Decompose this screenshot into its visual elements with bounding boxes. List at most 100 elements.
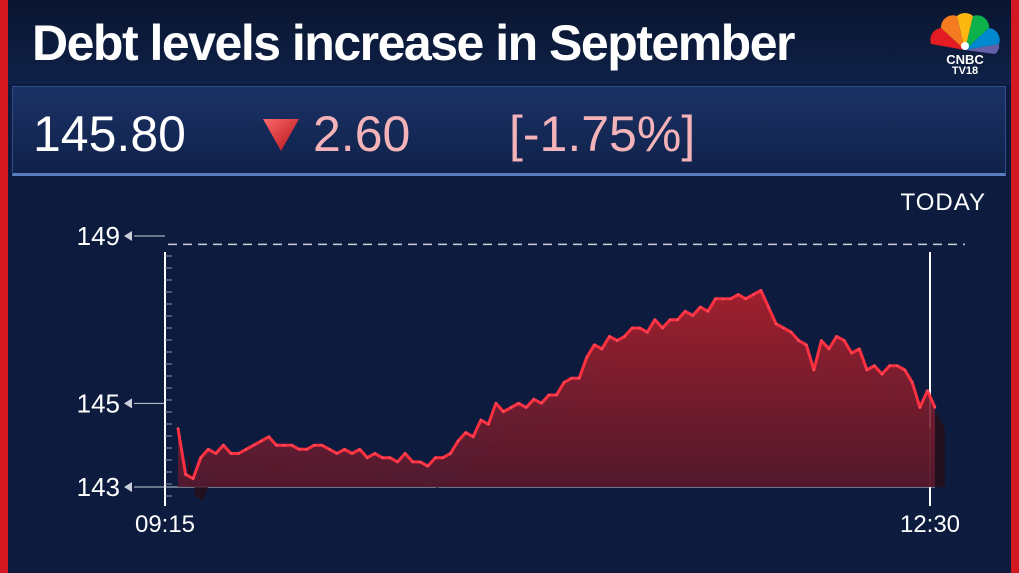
y-tick-label: 149 <box>77 221 120 251</box>
price-point <box>911 381 914 384</box>
price-point <box>562 381 566 384</box>
period-label: TODAY <box>901 189 986 216</box>
price-point <box>880 372 884 376</box>
price-point <box>850 351 853 355</box>
price-point <box>926 389 929 392</box>
price-point <box>858 347 861 351</box>
price-point <box>472 435 475 438</box>
price-point <box>176 427 180 430</box>
price-point <box>903 368 906 372</box>
price-point <box>812 368 816 372</box>
price-point <box>517 402 520 405</box>
price-point <box>373 452 376 455</box>
price-point <box>767 305 770 309</box>
price-point <box>578 377 581 380</box>
price-point <box>646 331 649 334</box>
price-point <box>525 406 528 409</box>
price-point <box>297 448 301 451</box>
price-point <box>790 331 793 334</box>
price-point <box>502 410 505 413</box>
price-point <box>358 448 361 451</box>
peacock-logo-icon <box>930 12 1000 54</box>
price-point <box>638 326 641 330</box>
price-point <box>282 444 286 447</box>
y-tick-marker <box>124 231 132 241</box>
price-point <box>608 335 611 338</box>
price-point <box>721 297 725 300</box>
price-point <box>729 297 732 300</box>
price-point <box>593 343 596 346</box>
price-point <box>260 439 263 443</box>
price-point <box>464 431 467 434</box>
price-point <box>737 293 740 296</box>
y-tick-label: 145 <box>77 388 120 418</box>
price-point <box>214 452 217 455</box>
price-point <box>540 402 543 405</box>
right-red-border <box>1011 0 1019 573</box>
price-point <box>419 460 422 464</box>
x-start-label: 09:15 <box>135 511 195 538</box>
price-point <box>388 456 392 459</box>
price-point <box>653 318 657 321</box>
price-point <box>918 406 922 409</box>
left-red-border <box>0 0 8 573</box>
price-point <box>426 464 429 468</box>
price-point <box>623 335 626 338</box>
price-change-percent: [-1.75%] <box>509 106 696 162</box>
price-point <box>305 448 308 451</box>
price-point <box>555 393 558 397</box>
price-points <box>176 289 937 480</box>
price-point <box>320 444 323 447</box>
price-point <box>199 456 202 459</box>
headline: Debt levels increase in September <box>32 15 795 71</box>
price-point <box>403 452 407 455</box>
price-point <box>843 339 846 342</box>
price-point <box>585 356 588 359</box>
y-tick-marker <box>124 398 132 409</box>
headline-bar: Debt levels increase in September <box>8 0 1011 84</box>
price-point <box>335 452 339 455</box>
price-point <box>509 406 513 409</box>
price-point <box>366 456 369 459</box>
price-point <box>328 448 331 451</box>
price-point <box>441 456 445 459</box>
price-point <box>827 347 831 351</box>
price-point <box>699 305 702 309</box>
price-bar: 145.80 2.60 [-1.75%] <box>12 86 1006 176</box>
price-point <box>434 456 437 459</box>
price-point <box>252 444 255 447</box>
price-point <box>494 402 498 405</box>
price-point <box>774 322 778 325</box>
price-point <box>191 477 195 480</box>
down-triangle-icon <box>263 119 299 151</box>
price-point <box>600 347 604 351</box>
price-point <box>207 448 210 451</box>
y-tick-marker <box>124 482 132 492</box>
price-point <box>184 473 187 476</box>
price-point <box>714 297 717 300</box>
price-point <box>820 339 823 342</box>
price-point <box>267 435 270 438</box>
price-point <box>479 418 482 422</box>
price-point <box>752 293 755 296</box>
price-point <box>805 343 808 346</box>
price-point <box>449 452 452 455</box>
price-point <box>313 444 316 447</box>
y-tick-labels: 149 145 143 <box>77 221 165 502</box>
price-point <box>684 310 687 313</box>
price-point <box>487 423 490 426</box>
price-point <box>873 364 876 367</box>
price-point <box>350 452 354 455</box>
logo-tv18: TV18 <box>951 65 979 77</box>
price-point <box>797 339 800 342</box>
price-point <box>744 297 747 300</box>
price-point <box>343 448 346 451</box>
price-point <box>888 364 891 367</box>
price-point <box>411 460 414 464</box>
y-tick-label: 143 <box>77 472 120 502</box>
logo-cnbc: CNBC <box>946 52 984 67</box>
price-point <box>275 444 278 447</box>
price-point <box>865 368 869 372</box>
